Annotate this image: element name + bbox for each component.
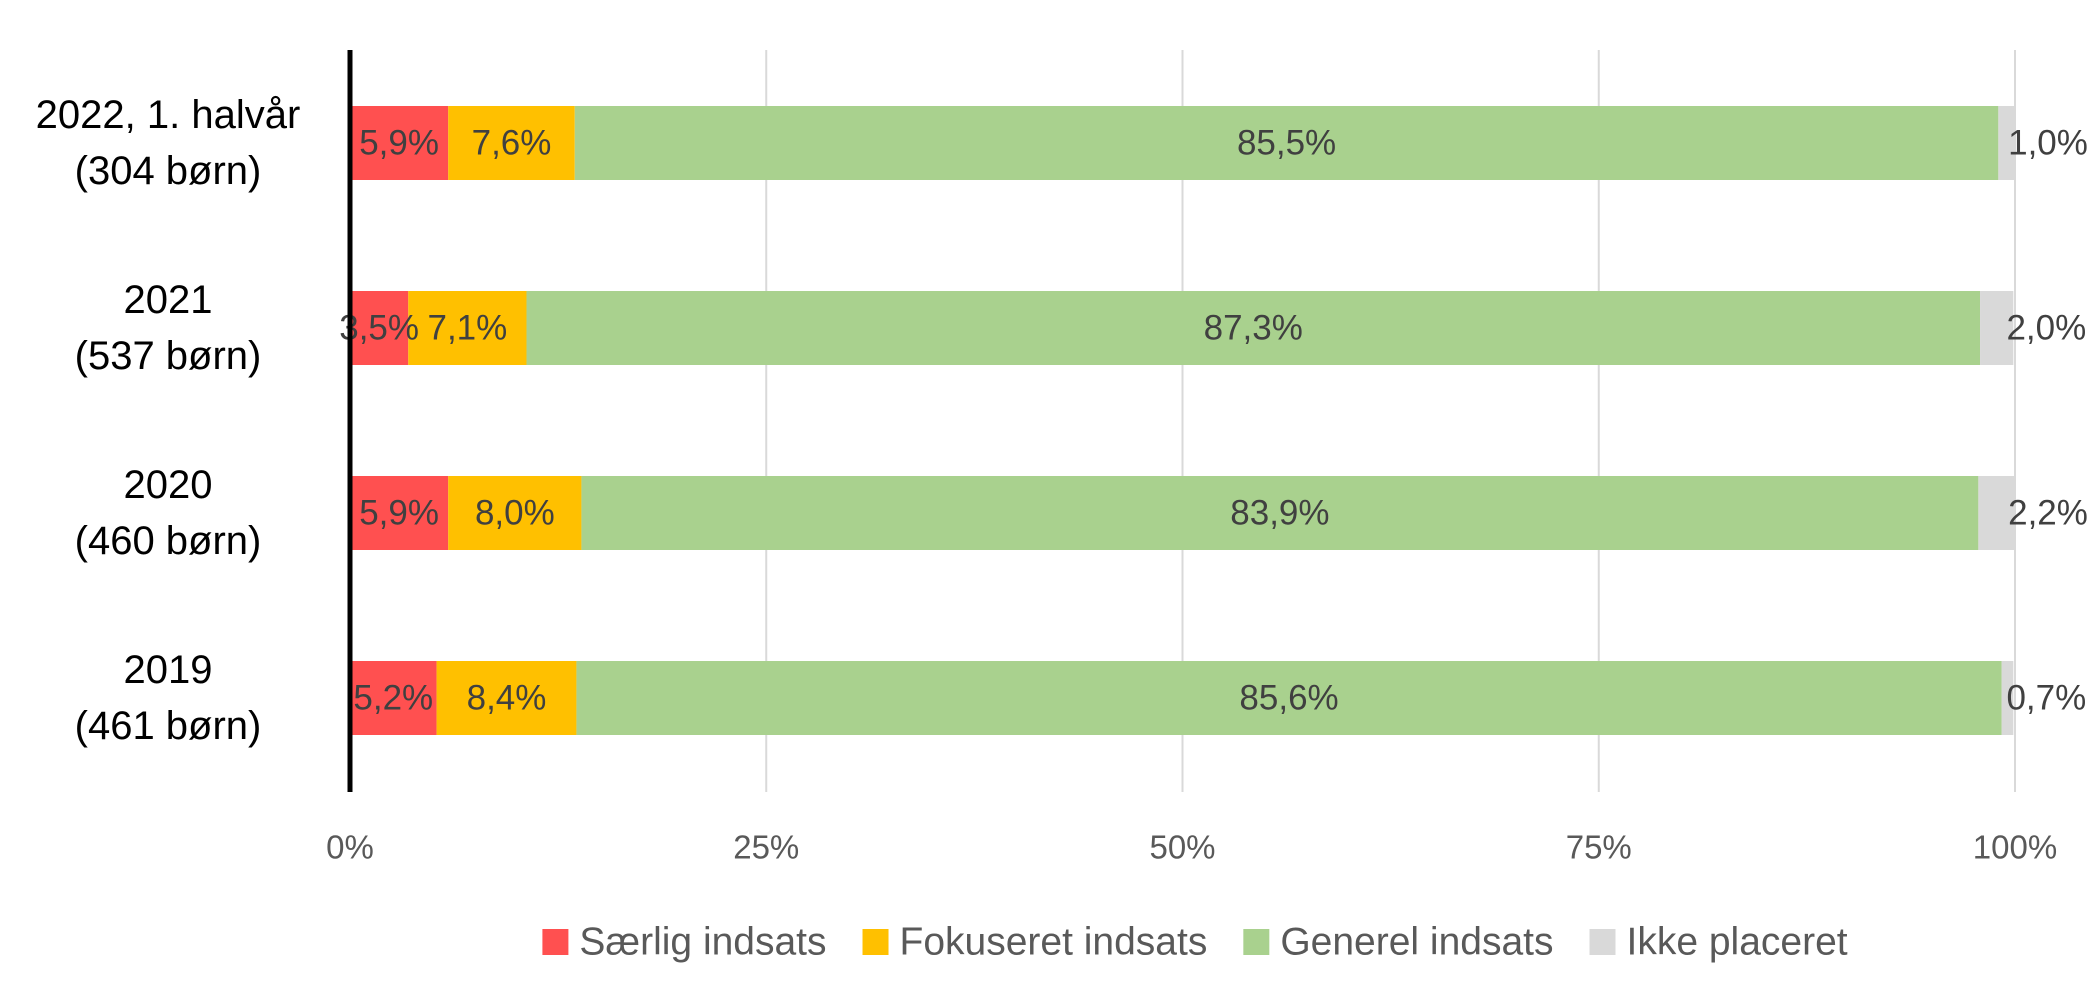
legend-item: Ikke placeret [1589,921,1848,964]
data-label: 7,1% [427,309,507,348]
legend-label: Ikke placeret [1626,921,1847,964]
category-label: (537 børn) [75,334,262,378]
legend-swatch [1243,929,1270,955]
x-tick-label: 0% [326,829,374,866]
legend-item: Fokuseret indsats [862,921,1208,964]
bar-segment [350,476,449,550]
bar-segment [2001,661,2014,735]
x-tick-label: 25% [733,829,799,866]
legend-label: Generel indsats [1280,921,1553,964]
category-label: 2019 [124,648,213,692]
category-labels: 2022, 1. halvår (304 børn) 2021 (537 børn) 2… [36,93,301,748]
data-label: 5,2% [353,679,433,718]
data-label: 85,5% [1237,124,1336,163]
data-label: 83,9% [1230,494,1329,533]
x-tick-label: 50% [1149,829,1215,866]
bar-segment [350,661,437,735]
legend: Særlig indsats Fokuseret indsats Generel i… [542,921,1848,964]
data-label: 3,5% [339,309,419,348]
bar-segment [448,106,575,180]
data-label: 5,9% [359,494,439,533]
bar-segment [350,106,449,180]
bar-segment [1978,476,2015,550]
data-label: 5,9% [359,124,439,163]
bar-segment [1980,291,2014,365]
bar-segment [436,661,577,735]
bar-segment [574,106,1999,180]
x-tick-label: 100% [1973,829,2057,866]
legend-label: Fokuseret indsats [900,921,1208,964]
data-label: 87,3% [1204,309,1303,348]
bars [350,106,2015,735]
category-label: 2021 [124,278,213,322]
data-label: 85,6% [1239,679,1338,718]
category-label: (304 børn) [75,149,262,193]
data-labels: 5,9% 7,6% 85,5% 1,0% 3,5% 7,1% 87,3% 2,0% 5,9% 8,… [339,124,2088,718]
bar-segment [526,291,1981,365]
data-label: 8,0% [475,494,555,533]
data-label: 1,0% [2008,124,2088,163]
category-label: (460 børn) [75,519,262,563]
bar-segment [576,661,2002,735]
legend-item: Særlig indsats [542,921,827,964]
data-label: 2,2% [2008,494,2088,533]
x-tick-labels: 0% 25% 50% 75% 100% [326,829,2057,866]
legend-swatch [862,929,889,955]
data-label: 2,0% [2006,309,2086,348]
data-label: 7,6% [472,124,552,163]
x-tick-label: 75% [1566,829,1632,866]
legend-item: Generel indsats [1243,921,1553,964]
bar-segment [408,291,527,365]
data-label: 8,4% [467,679,547,718]
bar-segment [581,476,1979,550]
legend-swatch [1589,929,1616,955]
category-label: (461 børn) [75,704,262,748]
data-label: 0,7% [2006,679,2086,718]
bar-segment [350,291,409,365]
bar-segment [448,476,582,550]
legend-label: Særlig indsats [579,921,826,964]
category-label: 2020 [124,463,213,507]
category-label: 2022, 1. halvår [36,93,301,137]
bar-segment [1998,106,2015,180]
legend-swatch [542,929,569,955]
